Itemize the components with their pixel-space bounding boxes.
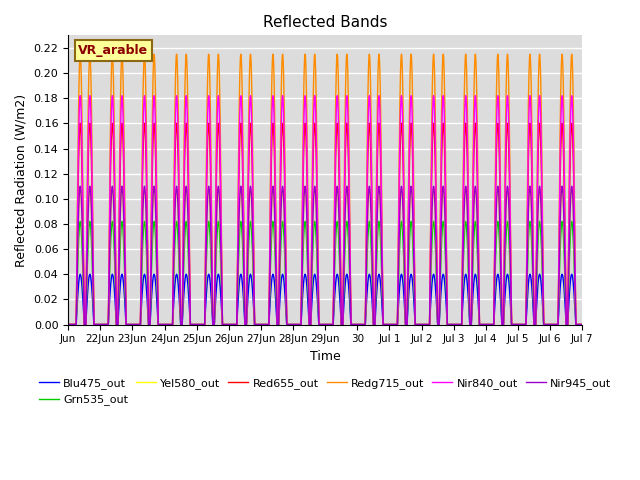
Redg715_out [473, 89, 481, 95]
Line: Nir840_out: Nir840_out [68, 96, 582, 324]
Red655_out [250, 303, 258, 309]
Red655_out [90, 322, 98, 327]
Red655_out [579, 322, 586, 327]
Nir840_out [90, 322, 98, 327]
Grn535_out [250, 312, 258, 318]
Redg715_out [250, 297, 258, 303]
Redg715_out [311, 51, 319, 57]
Grn535_out [445, 322, 453, 327]
Nir945_out [473, 203, 481, 208]
X-axis label: Time: Time [310, 350, 340, 363]
Grn535_out [391, 322, 399, 327]
Grn535_out [311, 218, 319, 224]
Redg715_out [64, 322, 72, 327]
Line: Red655_out: Red655_out [68, 123, 582, 324]
Yel580_out [445, 322, 453, 327]
Red655_out [473, 149, 481, 155]
Blu475_out [391, 322, 399, 327]
Red655_out [369, 246, 376, 252]
Blu475_out [250, 317, 258, 323]
Red655_out [64, 322, 72, 327]
Redg715_out [90, 322, 98, 327]
Nir945_out [250, 309, 258, 315]
Text: VR_arable: VR_arable [79, 44, 148, 57]
Yel580_out [473, 205, 481, 211]
Red655_out [391, 322, 399, 327]
Nir840_out [473, 125, 481, 131]
Line: Nir945_out: Nir945_out [68, 186, 582, 324]
Nir840_out [445, 322, 453, 327]
Grn535_out [90, 322, 98, 327]
Nir840_out [64, 322, 72, 327]
Blu475_out [90, 322, 98, 327]
Red655_out [445, 322, 453, 327]
Redg715_out [445, 322, 453, 327]
Yel580_out [64, 322, 72, 327]
Line: Grn535_out: Grn535_out [68, 221, 582, 324]
Nir840_out [579, 322, 586, 327]
Yel580_out [311, 186, 319, 192]
Yel580_out [90, 322, 98, 327]
Blu475_out [369, 303, 376, 309]
Blu475_out [311, 271, 319, 277]
Nir945_out [64, 322, 72, 327]
Redg715_out [369, 219, 376, 225]
Red655_out [311, 120, 319, 126]
Nir945_out [391, 322, 399, 327]
Yel580_out [250, 309, 258, 315]
Line: Yel580_out: Yel580_out [68, 189, 582, 324]
Line: Redg715_out: Redg715_out [68, 54, 582, 324]
Grn535_out [473, 233, 481, 239]
Redg715_out [579, 322, 586, 327]
Yel580_out [391, 322, 399, 327]
Nir945_out [369, 269, 376, 275]
Blu475_out [579, 322, 586, 327]
Line: Blu475_out: Blu475_out [68, 274, 582, 324]
Yel580_out [579, 322, 586, 327]
Nir840_out [391, 322, 399, 327]
Grn535_out [369, 283, 376, 288]
Blu475_out [64, 322, 72, 327]
Nir945_out [90, 322, 98, 327]
Blu475_out [473, 278, 481, 284]
Redg715_out [391, 322, 399, 327]
Nir840_out [311, 93, 319, 98]
Blu475_out [445, 322, 453, 327]
Nir945_out [445, 322, 453, 327]
Nir945_out [311, 183, 319, 189]
Nir945_out [579, 322, 586, 327]
Nir840_out [369, 235, 376, 241]
Legend: Blu475_out, Grn535_out, Yel580_out, Red655_out, Redg715_out, Nir840_out, Nir945_: Blu475_out, Grn535_out, Yel580_out, Red6… [35, 373, 616, 410]
Y-axis label: Reflected Radiation (W/m2): Reflected Radiation (W/m2) [15, 94, 28, 266]
Grn535_out [64, 322, 72, 327]
Title: Reflected Bands: Reflected Bands [263, 15, 387, 30]
Nir840_out [250, 301, 258, 307]
Yel580_out [369, 270, 376, 276]
Grn535_out [579, 322, 586, 327]
